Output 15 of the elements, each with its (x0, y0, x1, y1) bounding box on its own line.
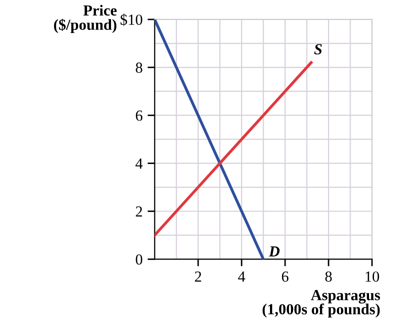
x-tick-label: 8 (325, 271, 332, 282)
x-axis-title: Asparagus (1,000s of pounds) (262, 290, 380, 318)
series-label: D (268, 246, 280, 256)
series-label: S (314, 44, 322, 54)
x-tick-label: 4 (238, 272, 246, 282)
y-tick-label: $10 (120, 14, 142, 26)
y-tick-label: 4 (136, 158, 143, 169)
y-tick-label: 0 (136, 254, 142, 265)
y-axis-title: Price ($/pound) (54, 4, 117, 34)
y-tick-label: 8 (136, 62, 142, 73)
y-tick-label: 2 (136, 206, 142, 217)
x-tick-label: 10 (366, 271, 380, 282)
x-tick-label: 2 (194, 271, 202, 282)
y-tick-label: 6 (136, 110, 142, 121)
x-tick-label: 6 (282, 271, 288, 282)
